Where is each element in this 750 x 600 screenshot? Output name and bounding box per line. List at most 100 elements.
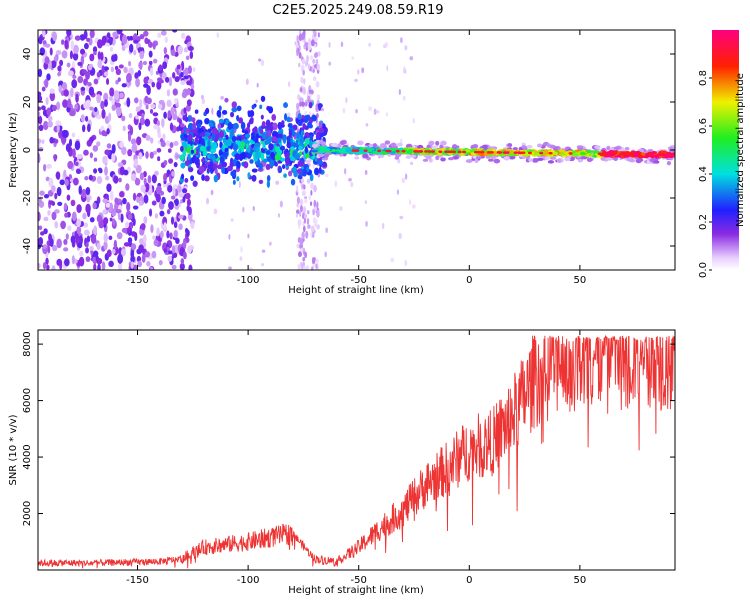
spectrogram-y-tick-label: 40 [22,48,33,61]
spectrogram-cell [228,233,231,240]
spectrogram-cell [208,122,213,127]
spectrogram-cell [296,185,299,193]
spectrogram-cell [83,30,88,40]
spectrogram-cell [66,62,71,68]
spectrogram-cell [412,118,415,124]
spectrogram-cell [546,143,551,148]
spectrogram-cell [115,209,122,214]
spectrogram-cell [186,80,192,86]
spectrogram-cell [43,163,47,172]
spectrogram-cell [157,103,163,110]
spectrogram-cell [303,30,306,37]
spectrogram-cell [167,110,172,119]
spectrogram-cell [57,65,62,72]
spectrogram-cell [60,220,66,230]
spectrogram-cell [508,150,514,153]
spectrogram-cell [56,258,63,267]
spectrogram-cell [132,205,139,210]
spectrogram-cell [221,110,228,115]
spectrogram-cell [281,145,286,151]
spectrogram-cell [241,151,247,160]
spectrogram-cell [168,201,174,210]
spectrogram-cell [424,150,429,153]
spectrogram-cell [97,51,102,60]
spectrogram-cell [82,212,87,220]
spectrogram-cell [64,258,70,267]
spectrogram-cell [114,197,119,204]
spectrogram-cell [106,143,112,149]
spectrogram-cell [143,30,149,37]
spectrogram-cell [309,134,314,142]
spectrogram-cell [252,127,258,134]
spectrogram-cell [106,249,112,257]
spectrogram-cell [86,197,91,203]
spectrogram-cell [221,113,224,119]
spectrogram-cell [232,122,239,130]
spectrogram-cell [307,95,310,101]
spectrogram-cell [308,195,311,200]
spectrogram-marks [38,30,675,270]
spectrogram-cell [187,133,193,142]
spectrogram-cell [92,202,97,210]
spectrogram-cell [84,42,89,50]
spectrogram-cell [340,41,344,48]
spectrogram-cell [282,137,287,144]
spectrogram-cell [396,189,400,195]
spectrogram-cell [63,169,67,178]
spectrogram-cell [149,108,154,114]
spectrogram-cell [55,50,62,56]
spectrogram-cell [39,190,45,196]
spectrogram-cell [317,160,324,165]
spectrogram-cell [422,158,429,162]
spectrogram-cell [301,190,306,197]
spectrogram-cell [324,251,327,258]
spectrogram-cell [269,159,275,168]
spectrogram-cell [258,179,264,184]
spectrogram-cell [138,122,142,131]
spectrogram-cell [84,175,89,181]
spectrogram-cell [206,167,210,174]
spectrogram-cell [205,197,210,205]
spectrogram-cell [315,58,319,66]
spectrogram-cell [180,173,185,180]
spectrogram-cell [320,107,325,112]
spectrogram-cell [444,150,449,154]
spectrogram-cell [168,158,174,164]
spectrogram-cell [144,118,151,127]
spectrogram-cell [325,227,329,234]
spectrogram-cell [170,49,176,57]
spectrogram-cell [75,93,79,103]
spectrogram-cell [63,202,68,211]
spectrogram-cell [117,77,121,82]
spectrogram-cell [130,231,137,237]
spectrogram-cell [236,105,242,112]
spectrogram-cell [38,153,41,163]
spectrogram-cell [399,215,404,220]
spectrogram-cell [40,231,45,236]
spectrogram-cell [325,148,331,151]
spectrogram-cell [309,173,314,182]
spectrogram-cell [297,112,302,121]
spectrogram-cell [64,39,69,49]
spectrogram-cell [311,266,314,270]
snr-y-tick-label: 8000 [22,331,33,356]
spectrogram-cell [127,237,133,244]
spectrogram-cell [309,55,314,60]
spectrogram-cell [111,152,116,162]
spectrogram-cell [491,156,496,160]
spectrogram-cell [277,121,283,130]
spectrogram-cell [307,63,310,70]
spectrogram-cell [304,41,309,48]
spectrogram-cell [190,221,195,230]
spectrogram-cell [376,110,380,114]
spectrogram-cell [137,47,144,52]
colorbar-ticks: 0.0 0.2 0.4 0.6 0.8 [698,70,712,278]
spectrogram-cell [174,76,180,83]
spectrogram-cell [101,65,105,75]
spectrogram-cell [357,140,364,146]
spectrogram-cell [287,122,293,129]
spectrogram-cell [610,153,616,156]
snr-x-tick-label: -50 [351,575,367,586]
spectrogram-cell [307,224,311,229]
spectrogram-cell [148,50,153,58]
